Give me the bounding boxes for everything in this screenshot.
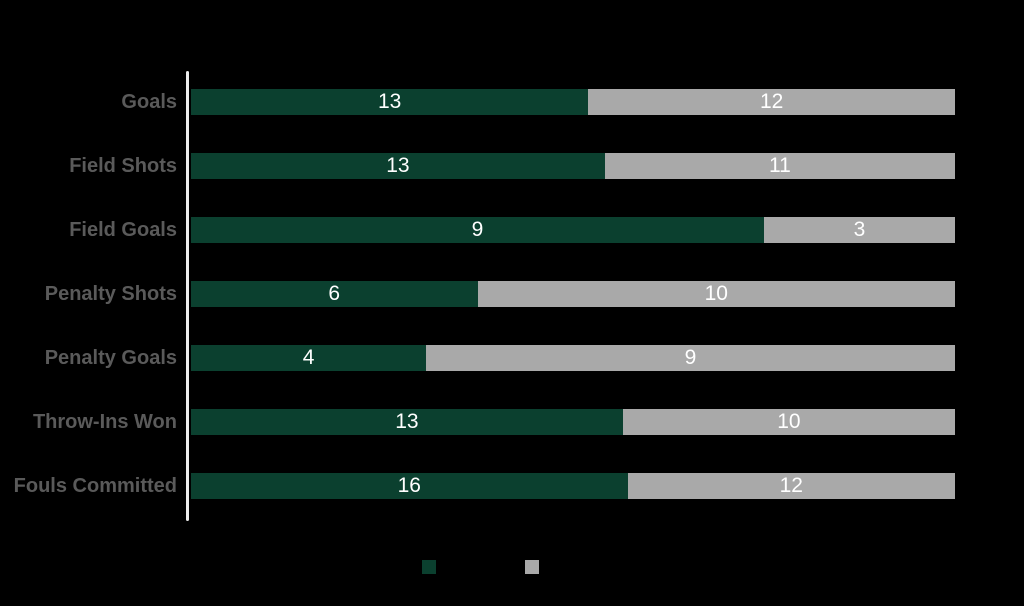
legend bbox=[422, 560, 539, 574]
value-label-green: 4 bbox=[302, 346, 315, 369]
stacked-bar: 6 10 bbox=[191, 281, 955, 307]
value-label-green: 13 bbox=[377, 90, 402, 113]
bar-segment-gray: 3 bbox=[764, 217, 955, 243]
bar-segment-green: 13 bbox=[191, 89, 589, 115]
bar-row: Fouls Committed 16 12 bbox=[0, 473, 955, 499]
category-label: Fouls Committed bbox=[13, 475, 177, 497]
stacked-bar: 9 3 bbox=[191, 217, 955, 243]
bar-segment-green: 16 bbox=[191, 473, 628, 499]
bar-segment-gray: 10 bbox=[622, 409, 955, 435]
value-label-green: 16 bbox=[397, 474, 421, 497]
bar-segment-gray: 12 bbox=[627, 473, 955, 499]
value-label-green: 13 bbox=[386, 154, 410, 177]
bar-segment-green: 13 bbox=[191, 153, 605, 179]
bar-segment-green: 6 bbox=[191, 281, 478, 307]
value-label-green: 6 bbox=[328, 282, 341, 305]
bar-segment-gray: 10 bbox=[477, 281, 955, 307]
category-label: Goals bbox=[121, 91, 177, 113]
category-label: Field Shots bbox=[69, 155, 177, 177]
value-label-gray: 12 bbox=[779, 474, 803, 497]
stacked-bar: 16 12 bbox=[191, 473, 955, 499]
value-label-gray: 10 bbox=[777, 410, 801, 433]
legend-swatch-gray bbox=[525, 560, 539, 574]
stacked-bar: 4 9 bbox=[191, 345, 955, 371]
category-label: Throw-Ins Won bbox=[32, 411, 177, 433]
bar-row: Throw-Ins Won 13 10 bbox=[0, 409, 955, 435]
stacked-bar: 13 10 bbox=[191, 409, 955, 435]
bar-segment-gray: 9 bbox=[426, 345, 955, 371]
value-label-gray: 10 bbox=[704, 282, 728, 305]
value-label-green: 13 bbox=[395, 410, 419, 433]
y-axis-line bbox=[186, 71, 189, 521]
bar-row: Field Goals 9 3 bbox=[0, 217, 955, 243]
category-label: Penalty Shots bbox=[44, 283, 177, 305]
value-label-gray: 11 bbox=[769, 154, 791, 177]
bar-row: Goals 13 12 bbox=[0, 89, 955, 115]
bar-row: Field Shots 13 11 bbox=[0, 153, 955, 179]
bar-segment-gray: 11 bbox=[604, 153, 955, 179]
bar-segment-gray: 12 bbox=[588, 89, 955, 115]
bar-row: Penalty Shots 6 10 bbox=[0, 281, 955, 307]
value-label-gray: 3 bbox=[853, 218, 866, 241]
bar-row: Penalty Goals 4 9 bbox=[0, 345, 955, 371]
category-label: Penalty Goals bbox=[44, 347, 177, 369]
value-label-green: 9 bbox=[471, 218, 484, 241]
bar-rows: Goals 13 12 Field Shots 13 11 Field Goal… bbox=[0, 89, 955, 499]
bar-segment-green: 9 bbox=[191, 217, 764, 243]
stacked-bar: 13 11 bbox=[191, 153, 955, 179]
category-label: Field Goals bbox=[69, 219, 177, 241]
bar-segment-green: 4 bbox=[191, 345, 427, 371]
stacked-bar: 13 12 bbox=[191, 89, 955, 115]
value-label-gray: 12 bbox=[759, 90, 784, 113]
bar-segment-green: 13 bbox=[191, 409, 623, 435]
legend-swatch-green bbox=[422, 560, 436, 574]
value-label-gray: 9 bbox=[684, 346, 697, 369]
